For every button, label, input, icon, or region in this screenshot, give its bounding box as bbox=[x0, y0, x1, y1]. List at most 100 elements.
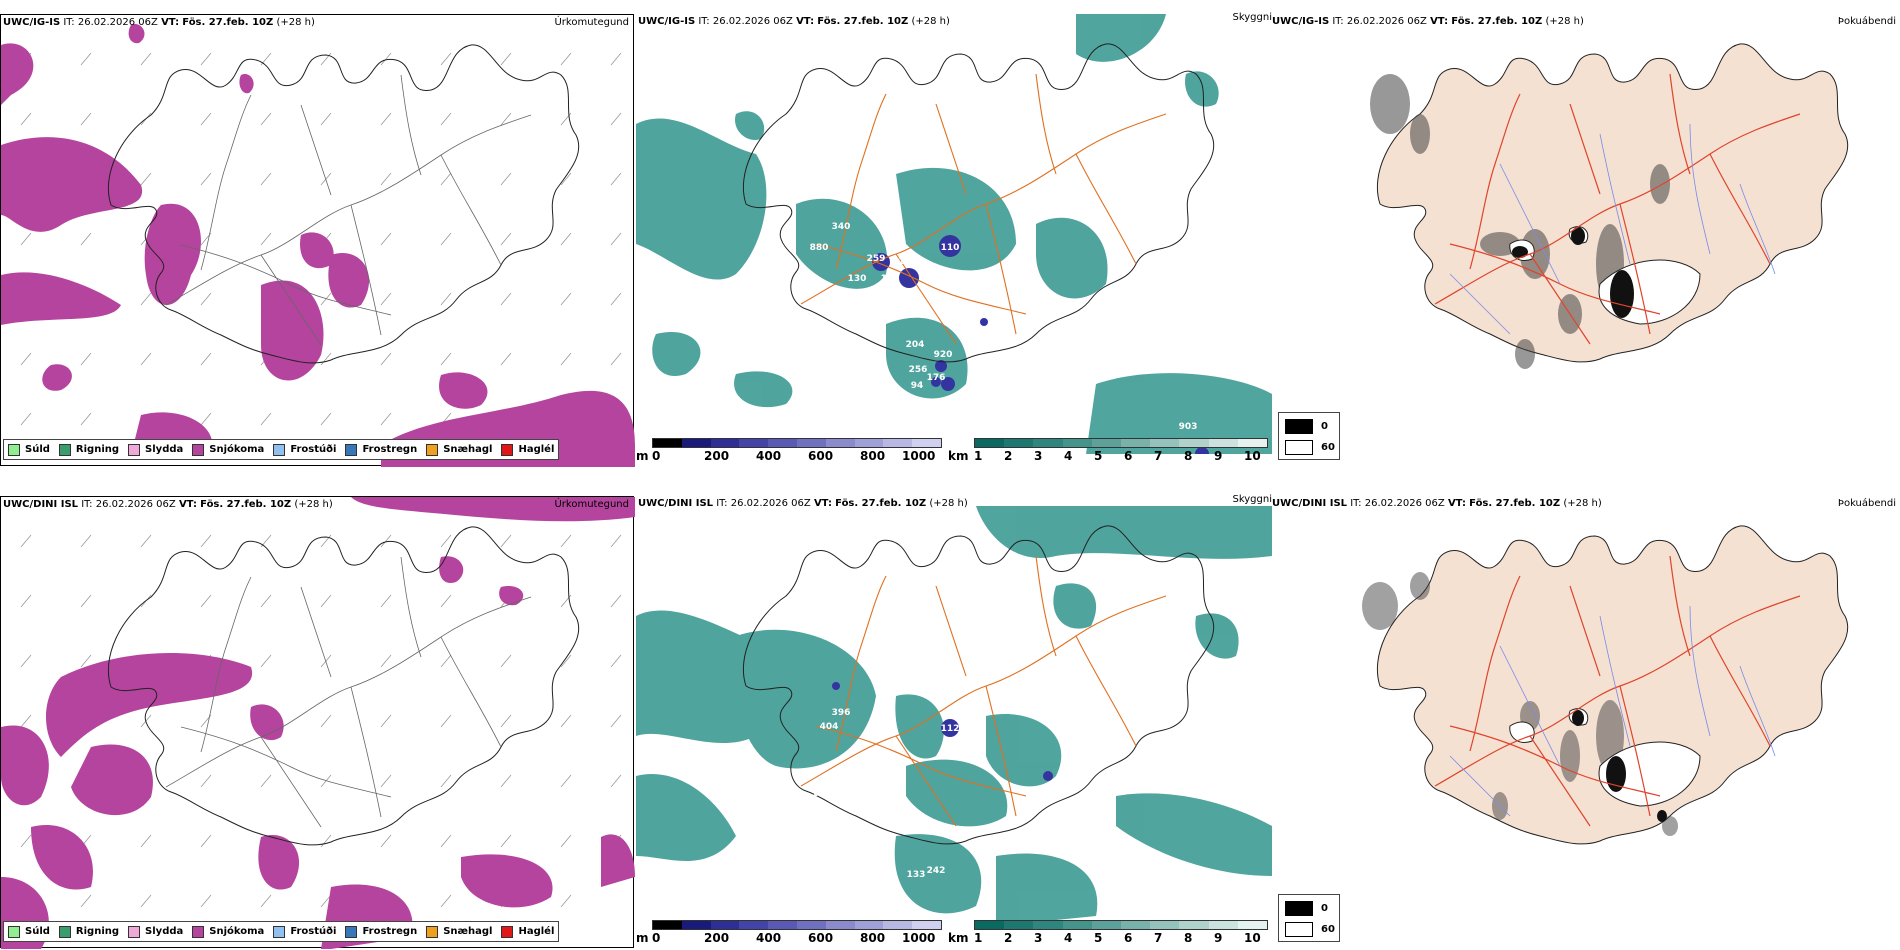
unit-label: km bbox=[948, 931, 969, 945]
cbar-step bbox=[796, 439, 826, 447]
cbar-step bbox=[825, 439, 855, 447]
tick: 7 bbox=[1154, 931, 1163, 945]
tick: 6 bbox=[1124, 449, 1133, 463]
unit-label: m bbox=[636, 449, 649, 463]
unit-label: m bbox=[636, 931, 649, 945]
cloud-label: 188 bbox=[1015, 265, 1034, 275]
cbar-step bbox=[1179, 921, 1209, 929]
initial-time: 26.02.2026 06Z bbox=[730, 498, 811, 509]
initial-time: 26.02.2026 06Z bbox=[1364, 498, 1445, 509]
cloud-label: 259 bbox=[867, 254, 886, 264]
precip-panel-row1: UWC/IG-IS IT: 26.02.2026 06Z VT: Fös. 27… bbox=[0, 14, 635, 467]
cloud-label: 176 bbox=[927, 373, 946, 383]
cbar-step bbox=[1208, 921, 1238, 929]
fog-legend: 0 60 bbox=[1278, 412, 1340, 460]
valid-time: Fös. 27.feb. 10Z bbox=[1469, 498, 1561, 509]
tick: 1000 bbox=[902, 931, 936, 945]
swatch-freezing-rain bbox=[345, 925, 358, 938]
cloud-label: 120 bbox=[881, 274, 900, 284]
cbar-step bbox=[825, 921, 855, 929]
swatch-snow bbox=[192, 443, 205, 456]
colorbars: m 0 200 400 600 800 1000 km 1 2 3 4 5 6 … bbox=[636, 438, 1272, 466]
snow-areas bbox=[1, 24, 635, 467]
fog-map bbox=[1362, 525, 1849, 845]
cloud-label: 903 bbox=[1179, 422, 1198, 432]
legend-item: Frostregn bbox=[345, 925, 417, 938]
panel-title: Skyggni bbox=[1232, 12, 1272, 23]
cloud-label: 242 bbox=[927, 866, 946, 876]
tick: 200 bbox=[704, 931, 730, 945]
swatch-sleet bbox=[128, 925, 141, 938]
valid-time: Fös. 27.feb. 10Z bbox=[835, 498, 927, 509]
cloud-map: 340 880 259 276 110 188 130 120 373 204 … bbox=[636, 14, 1272, 454]
model-name: UWC/DINI ISL bbox=[1272, 498, 1348, 509]
cbar-step bbox=[681, 921, 711, 929]
cloud-label: 396 bbox=[832, 708, 851, 718]
cloud-label: 112 bbox=[941, 724, 960, 734]
cloud-label: 110 bbox=[941, 243, 960, 253]
initial-time: 26.02.2026 06Z bbox=[77, 17, 158, 28]
cloud-base-labels: 340 880 259 276 110 188 130 120 373 204 … bbox=[803, 222, 1198, 432]
cloud-map: 396 404 253 112 149 133 242 190 bbox=[636, 506, 1272, 926]
lead-time: (+28 h) bbox=[929, 498, 968, 509]
valid-time: Fös. 27.feb. 10Z bbox=[200, 499, 292, 510]
cloud-label: 190 bbox=[937, 644, 956, 654]
legend-item: Haglél bbox=[501, 443, 554, 456]
cloud-label: 276 bbox=[899, 257, 918, 267]
cbar-step bbox=[854, 921, 884, 929]
cbar-step bbox=[912, 439, 941, 447]
cloud-label: 404 bbox=[820, 722, 839, 732]
swatch-hail bbox=[501, 925, 514, 938]
precip-legend: Súld Rigning Slydda Snjókoma Frostúði Fr… bbox=[3, 439, 560, 460]
initial-time: 26.02.2026 06Z bbox=[95, 499, 176, 510]
cbar-step bbox=[1062, 439, 1092, 447]
cbar-step bbox=[1150, 921, 1180, 929]
tick: 5 bbox=[1094, 931, 1103, 945]
cbar-step bbox=[681, 439, 711, 447]
cloud-label: 373 bbox=[803, 283, 822, 293]
fog-map bbox=[1370, 43, 1849, 369]
precip-map bbox=[1, 24, 635, 467]
legend-item: Haglél bbox=[501, 925, 554, 938]
fog-legend-row: 60 bbox=[1285, 922, 1335, 937]
lead-time: (+28 h) bbox=[911, 16, 950, 27]
cbar-step bbox=[975, 439, 1005, 447]
precip-panel-row2: UWC/DINI ISL IT: 26.02.2026 06Z VT: Fös.… bbox=[0, 496, 635, 949]
tick: 9 bbox=[1214, 449, 1223, 463]
tick: 5 bbox=[1094, 449, 1103, 463]
tick: 3 bbox=[1034, 931, 1043, 945]
lead-time: (+28 h) bbox=[276, 17, 315, 28]
swatch-drizzle bbox=[8, 443, 20, 456]
model-name: UWC/DINI ISL bbox=[3, 499, 79, 510]
glaciers bbox=[1509, 708, 1701, 807]
cbar-step bbox=[739, 439, 769, 447]
valid-time: Fös. 27.feb. 10Z bbox=[182, 17, 274, 28]
fog-panel-row2: UWC/DINI ISL IT: 26.02.2026 06Z VT: Fös.… bbox=[1270, 496, 1900, 948]
swatch-drizzle bbox=[8, 925, 20, 938]
cbar-step bbox=[1150, 439, 1180, 447]
swatch-snow bbox=[192, 925, 205, 938]
tick: 10 bbox=[1244, 449, 1261, 463]
legend-item: Slydda bbox=[128, 443, 183, 456]
tick: 800 bbox=[860, 449, 886, 463]
swatch-snow-pellets bbox=[426, 443, 439, 456]
cbar-step bbox=[912, 921, 941, 929]
visibility-colorbar bbox=[974, 920, 1268, 930]
tick: 4 bbox=[1064, 931, 1073, 945]
panel-header: UWC/IG-IS IT: 26.02.2026 06Z VT: Fös. 27… bbox=[1272, 16, 1584, 27]
lead-time: (+28 h) bbox=[294, 499, 333, 510]
cbar-step bbox=[1237, 439, 1268, 447]
ceiling-areas bbox=[832, 682, 1053, 781]
model-name: UWC/DINI ISL bbox=[638, 498, 714, 509]
swatch-rain bbox=[58, 443, 71, 456]
tick: 8 bbox=[1184, 931, 1193, 945]
tick: 8 bbox=[1184, 449, 1193, 463]
legend-item: Snjókoma bbox=[192, 443, 264, 456]
precip-map bbox=[1, 497, 635, 949]
fog-legend-row: 60 bbox=[1285, 440, 1335, 455]
panel-header: UWC/DINI ISL IT: 26.02.2026 06Z VT: Fös.… bbox=[638, 498, 968, 509]
tick: 0 bbox=[652, 931, 661, 945]
tick: 1 bbox=[974, 931, 983, 945]
panel-title: Þokuábendi bbox=[1837, 16, 1896, 27]
cbar-step bbox=[1062, 921, 1092, 929]
